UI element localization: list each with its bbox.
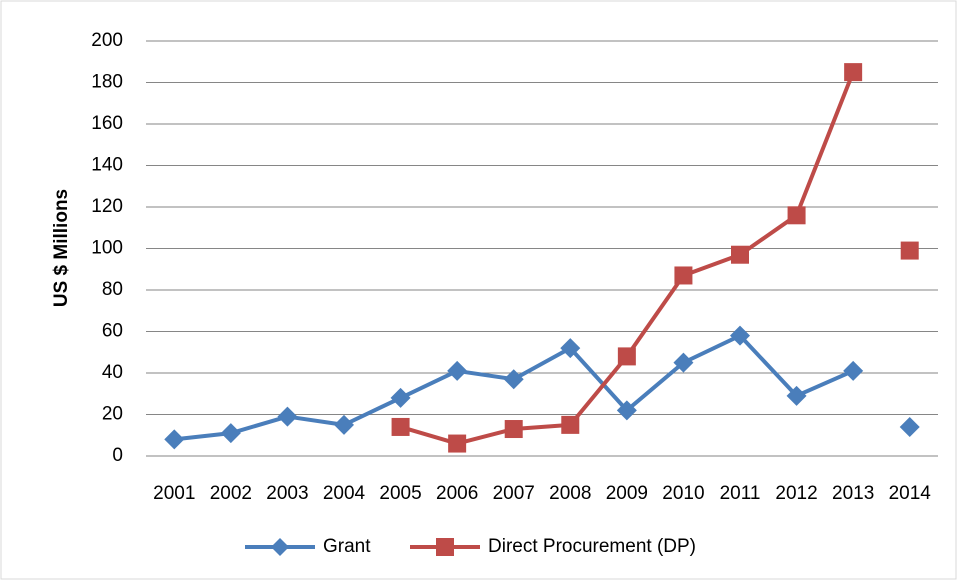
marker [730,325,750,346]
marker [844,63,863,82]
marker [843,360,864,381]
y-tick-label: 140 [91,155,123,176]
marker [900,241,919,260]
x-tick-label: 2012 [775,483,817,504]
marker [673,352,694,373]
marker [617,347,636,366]
marker [220,423,241,444]
marker [899,416,920,437]
marker [504,420,523,439]
marker [561,415,580,434]
x-tick-label: 2007 [493,483,535,504]
x-tick-label: 2014 [889,483,932,504]
y-tick-label: 160 [91,113,123,134]
x-tick-label: 2002 [210,483,252,504]
marker [674,266,693,285]
marker [448,434,467,453]
y-axis-title: US $ Millions [51,189,72,307]
x-tick-label: 2006 [436,483,478,504]
x-tick-label: 2004 [323,483,366,504]
y-tick-label: 80 [102,279,123,300]
marker [277,406,298,427]
y-tick-label: 60 [102,321,123,342]
y-tick-label: 180 [91,72,123,93]
marker [616,400,637,421]
legend-marker [271,538,289,556]
y-tick-label: 100 [91,238,123,259]
x-tick-label: 2003 [266,483,308,504]
x-tick-label: 2008 [549,483,591,504]
x-tick-label: 2013 [832,483,874,504]
x-tick-label: 2005 [379,483,421,504]
marker [447,360,468,381]
x-tick-label: 2001 [153,483,195,504]
x-tick-label: 2011 [720,483,761,504]
marker [731,245,749,264]
legend-marker [436,538,454,556]
marker [560,338,581,359]
y-tick-label: 20 [102,404,123,425]
y-tick-label: 0 [112,445,123,466]
legend-label: Grant [323,536,371,557]
x-tick-label: 2010 [662,483,704,504]
x-tick-label: 2009 [606,483,648,504]
legend-label: Direct Procurement (DP) [488,536,696,557]
y-tick-label: 40 [102,362,123,383]
marker [391,417,410,436]
marker [503,369,524,390]
y-tick-label: 120 [91,196,123,217]
marker [786,385,807,406]
marker [334,414,354,435]
marker [164,429,185,450]
marker [390,387,411,408]
y-tick-label: 200 [91,30,123,51]
marker [787,206,806,225]
